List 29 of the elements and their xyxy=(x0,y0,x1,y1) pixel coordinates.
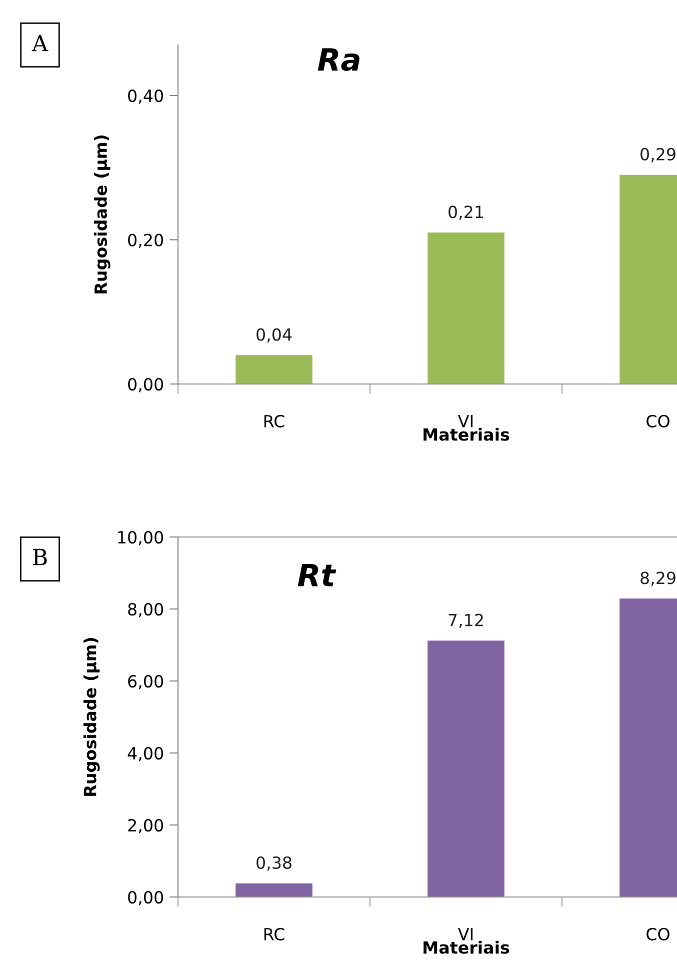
y-tick-label: 0,00 xyxy=(128,378,164,392)
y-tick-label: 0,00 xyxy=(128,890,164,906)
data-label: 0,21 xyxy=(448,206,484,220)
x-tick-label: RC xyxy=(264,928,284,940)
x-axis-title: Materiais xyxy=(424,940,510,954)
x-axis-title: Materiais xyxy=(424,428,510,441)
text: B xyxy=(33,548,47,566)
data-label: 7,12 xyxy=(448,614,483,628)
data-label: 0,29 xyxy=(640,148,676,162)
data-label: 8,29 xyxy=(640,572,676,586)
chart-title: Ra xyxy=(318,48,360,71)
y-tick-label: 2,00 xyxy=(128,818,164,834)
y-tick-label: 10,00 xyxy=(118,530,164,546)
y-tick-label: 8,00 xyxy=(128,602,164,618)
x-tick-label: VI xyxy=(458,415,473,428)
x-tick-label: CO xyxy=(646,414,670,428)
x-tick-label: RC xyxy=(264,414,284,428)
x-tick-label: CO xyxy=(646,928,670,940)
data-label: 0,38 xyxy=(256,856,292,871)
y-tick-label: 0,20 xyxy=(128,234,164,248)
text: A xyxy=(32,34,48,52)
y-tick-label: 0,40 xyxy=(128,89,164,104)
y-axis-title: Rugosidade (µm) xyxy=(94,136,110,294)
y-tick-label: 6,00 xyxy=(128,674,164,690)
y-tick-label: 4,00 xyxy=(128,746,164,762)
x-tick-label: VI xyxy=(458,928,473,940)
data-label: 0,04 xyxy=(256,328,292,343)
y-axis-title: Rugosidade (µm) xyxy=(83,638,100,796)
text: Rt xyxy=(298,564,336,586)
